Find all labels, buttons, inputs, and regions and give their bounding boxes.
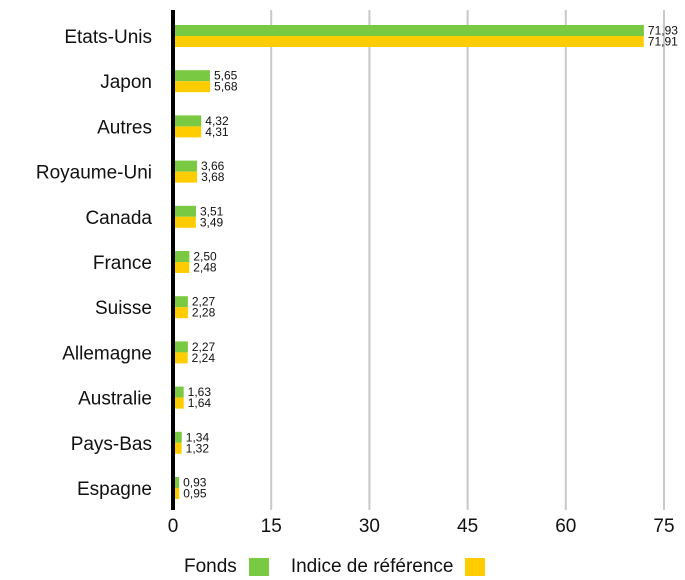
data-label: 2,27 — [192, 340, 216, 354]
data-label: 71,91 — [648, 35, 678, 49]
bar-fonds — [173, 431, 182, 443]
bar-indice — [173, 171, 198, 183]
bar-fonds — [173, 386, 184, 398]
bar-fonds — [173, 115, 202, 127]
x-tick-label: 60 — [555, 516, 576, 537]
bar-indice — [173, 488, 180, 499]
data-label: 3,49 — [200, 215, 224, 229]
x-tick-label: 45 — [457, 516, 478, 537]
bar-indice — [173, 36, 644, 47]
bar-fonds — [173, 70, 210, 82]
data-label: 4,32 — [205, 114, 229, 128]
category-label: Canada — [85, 208, 152, 229]
data-label: 2,24 — [192, 351, 216, 365]
x-tick-label: 15 — [261, 516, 282, 537]
legend-swatch-indice — [465, 558, 486, 576]
bar-indice — [173, 397, 184, 409]
bar-fonds — [173, 251, 190, 262]
bar-indice — [173, 307, 188, 319]
data-label: 71,93 — [648, 24, 678, 38]
data-label: 1,34 — [186, 430, 210, 444]
category-label: Japon — [100, 72, 152, 93]
bar-indice — [173, 81, 211, 93]
data-label: 5,65 — [214, 69, 238, 83]
category-label: Pays-Bas — [71, 434, 152, 455]
data-label: 2,50 — [193, 250, 217, 264]
legend-swatch-fonds — [248, 558, 269, 576]
bar-indice — [173, 352, 188, 364]
data-label: 5,68 — [214, 80, 238, 94]
bar-fonds — [173, 477, 180, 488]
bar-indice — [173, 442, 182, 454]
data-label: 3,68 — [201, 170, 225, 184]
category-label: Suisse — [95, 298, 152, 319]
data-label: 4,31 — [205, 125, 229, 139]
data-label: 0,95 — [183, 487, 207, 501]
category-label: Espagne — [77, 479, 152, 500]
category-label: Royaume-Uni — [36, 163, 152, 184]
x-tick-label: 0 — [168, 516, 179, 537]
data-label: 1,32 — [186, 441, 210, 455]
bar-fonds — [173, 25, 644, 36]
legend-label-indice: Indice de référence — [290, 556, 454, 577]
x-tick-label: 75 — [653, 516, 674, 537]
x-tick-label: 30 — [359, 516, 380, 537]
bar-fonds — [173, 205, 196, 217]
bar-fonds — [173, 296, 188, 308]
data-label: 1,63 — [188, 385, 212, 399]
category-label: Etats-Unis — [64, 27, 152, 48]
data-label: 2,27 — [192, 295, 216, 309]
legend-item-indice: Indice de référence — [291, 556, 486, 578]
bar-indice — [173, 262, 190, 273]
data-label: 2,28 — [192, 306, 216, 320]
bar-fonds — [173, 160, 197, 172]
category-label: Allemagne — [62, 343, 152, 364]
data-label: 2,48 — [193, 261, 217, 275]
data-label: 1,64 — [188, 396, 212, 410]
legend-item-fonds: Fonds — [184, 556, 269, 578]
data-label: 0,93 — [183, 476, 207, 490]
bar-indice — [173, 126, 202, 138]
legend: Fonds Indice de référence — [184, 556, 486, 578]
category-label: France — [93, 253, 152, 274]
bar-indice — [173, 216, 196, 228]
bar-fonds — [173, 341, 188, 353]
category-label: Autres — [97, 117, 152, 138]
data-label: 3,66 — [201, 159, 225, 173]
data-label: 3,51 — [200, 204, 224, 218]
legend-label-fonds: Fonds — [184, 556, 237, 577]
category-label: Australie — [78, 389, 152, 410]
